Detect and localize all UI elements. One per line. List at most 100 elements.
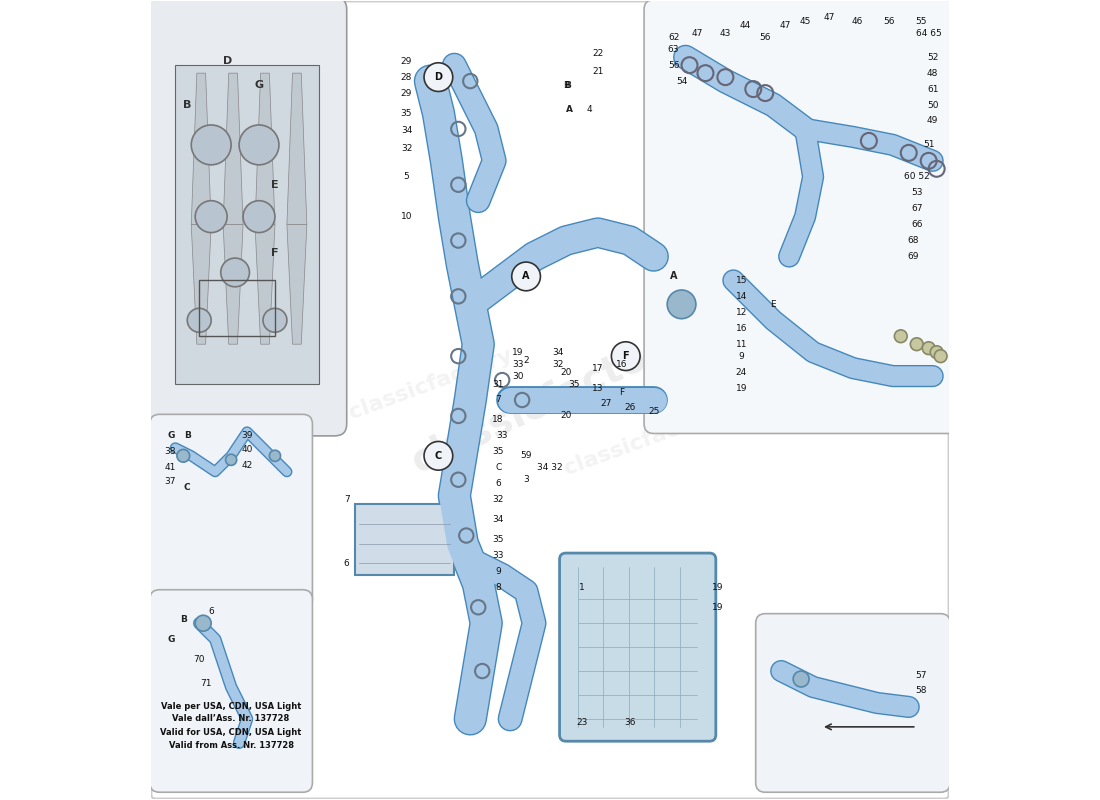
FancyBboxPatch shape (152, 2, 948, 798)
Text: 15: 15 (736, 276, 747, 285)
Text: 53: 53 (911, 188, 923, 198)
Text: C: C (434, 451, 442, 461)
Text: 24: 24 (736, 367, 747, 377)
Circle shape (195, 615, 211, 631)
Text: Vale per USA, CDN, USA Light: Vale per USA, CDN, USA Light (161, 702, 301, 711)
Text: Vale dall’Ass. Nr. 137728: Vale dall’Ass. Nr. 137728 (173, 714, 289, 723)
Circle shape (612, 342, 640, 370)
Circle shape (931, 346, 943, 358)
Text: 44: 44 (739, 21, 751, 30)
Text: 64 65: 64 65 (916, 29, 942, 38)
Text: 35: 35 (493, 535, 504, 544)
Text: 60 52: 60 52 (904, 172, 930, 182)
Polygon shape (287, 225, 307, 344)
Text: 62: 62 (668, 33, 680, 42)
Text: 14: 14 (736, 292, 747, 301)
Text: 54: 54 (675, 77, 688, 86)
Text: 57: 57 (915, 670, 926, 679)
Text: 69: 69 (908, 252, 918, 261)
Text: 56: 56 (883, 17, 894, 26)
Circle shape (793, 671, 810, 687)
Circle shape (668, 290, 696, 318)
Text: 71: 71 (200, 678, 211, 687)
Text: F: F (623, 351, 629, 361)
Text: 27: 27 (601, 399, 612, 409)
Text: 33: 33 (493, 551, 504, 560)
Polygon shape (191, 225, 211, 344)
Circle shape (226, 454, 236, 466)
Circle shape (894, 330, 908, 342)
Text: 31: 31 (493, 379, 504, 389)
Text: Valid for USA, CDN, USA Light: Valid for USA, CDN, USA Light (161, 728, 301, 737)
Text: 35: 35 (400, 109, 412, 118)
Text: 50: 50 (927, 101, 938, 110)
Text: 32: 32 (493, 495, 504, 504)
Circle shape (934, 350, 947, 362)
Text: 34: 34 (493, 515, 504, 524)
Text: C: C (184, 483, 190, 492)
Text: 36: 36 (624, 718, 636, 727)
Polygon shape (255, 225, 275, 344)
Text: 23: 23 (576, 718, 587, 727)
FancyBboxPatch shape (560, 553, 716, 742)
Text: 6: 6 (495, 479, 502, 488)
Text: E: E (271, 180, 278, 190)
Text: A: A (670, 271, 678, 282)
Text: 9: 9 (738, 352, 745, 361)
Text: 4: 4 (587, 105, 593, 114)
Text: 29: 29 (400, 89, 412, 98)
Text: 6: 6 (208, 606, 214, 616)
Text: 70: 70 (194, 654, 205, 663)
Text: 35: 35 (569, 379, 580, 389)
Text: 19: 19 (712, 602, 723, 612)
Text: 22: 22 (592, 49, 604, 58)
Text: 20: 20 (560, 367, 572, 377)
Circle shape (191, 125, 231, 165)
Text: E: E (770, 300, 776, 309)
Text: 47: 47 (780, 21, 791, 30)
Circle shape (911, 338, 923, 350)
Text: 37: 37 (165, 477, 176, 486)
Text: B: B (563, 81, 569, 90)
Text: 33: 33 (496, 431, 508, 440)
Circle shape (512, 262, 540, 290)
Polygon shape (287, 73, 307, 225)
Text: 18: 18 (493, 415, 504, 425)
Text: classicfactory: classicfactory (406, 319, 694, 481)
Text: 39: 39 (241, 431, 253, 440)
Text: 48: 48 (927, 69, 938, 78)
Text: 10: 10 (400, 212, 412, 221)
Text: 59: 59 (520, 451, 531, 460)
Circle shape (177, 450, 189, 462)
Text: 38: 38 (165, 447, 176, 456)
Text: A: A (566, 105, 573, 114)
Text: 32: 32 (400, 144, 412, 154)
Text: 17: 17 (592, 364, 604, 373)
Circle shape (221, 258, 250, 286)
Text: 7: 7 (495, 395, 502, 405)
Text: 7: 7 (344, 495, 350, 504)
Text: 30: 30 (513, 371, 524, 381)
Text: F: F (619, 387, 625, 397)
Text: G: G (167, 634, 175, 644)
Text: 68: 68 (908, 236, 918, 245)
Text: 67: 67 (911, 204, 923, 213)
Text: 19: 19 (513, 348, 524, 357)
FancyBboxPatch shape (150, 590, 312, 792)
Text: classicfactory: classicfactory (561, 401, 730, 478)
Text: 26: 26 (624, 403, 636, 413)
Text: B: B (564, 81, 571, 90)
Text: 32: 32 (552, 360, 563, 369)
FancyBboxPatch shape (645, 0, 958, 434)
Circle shape (270, 450, 280, 462)
Text: 66: 66 (911, 220, 923, 229)
Text: 33: 33 (513, 360, 524, 369)
Text: 47: 47 (692, 29, 703, 38)
Text: 43: 43 (719, 29, 732, 38)
Text: B: B (184, 431, 190, 440)
Text: 19: 19 (712, 583, 723, 592)
Text: 9: 9 (495, 567, 502, 576)
FancyBboxPatch shape (150, 414, 312, 609)
Text: classicfactory: classicfactory (345, 345, 515, 423)
Text: 16: 16 (616, 360, 627, 369)
